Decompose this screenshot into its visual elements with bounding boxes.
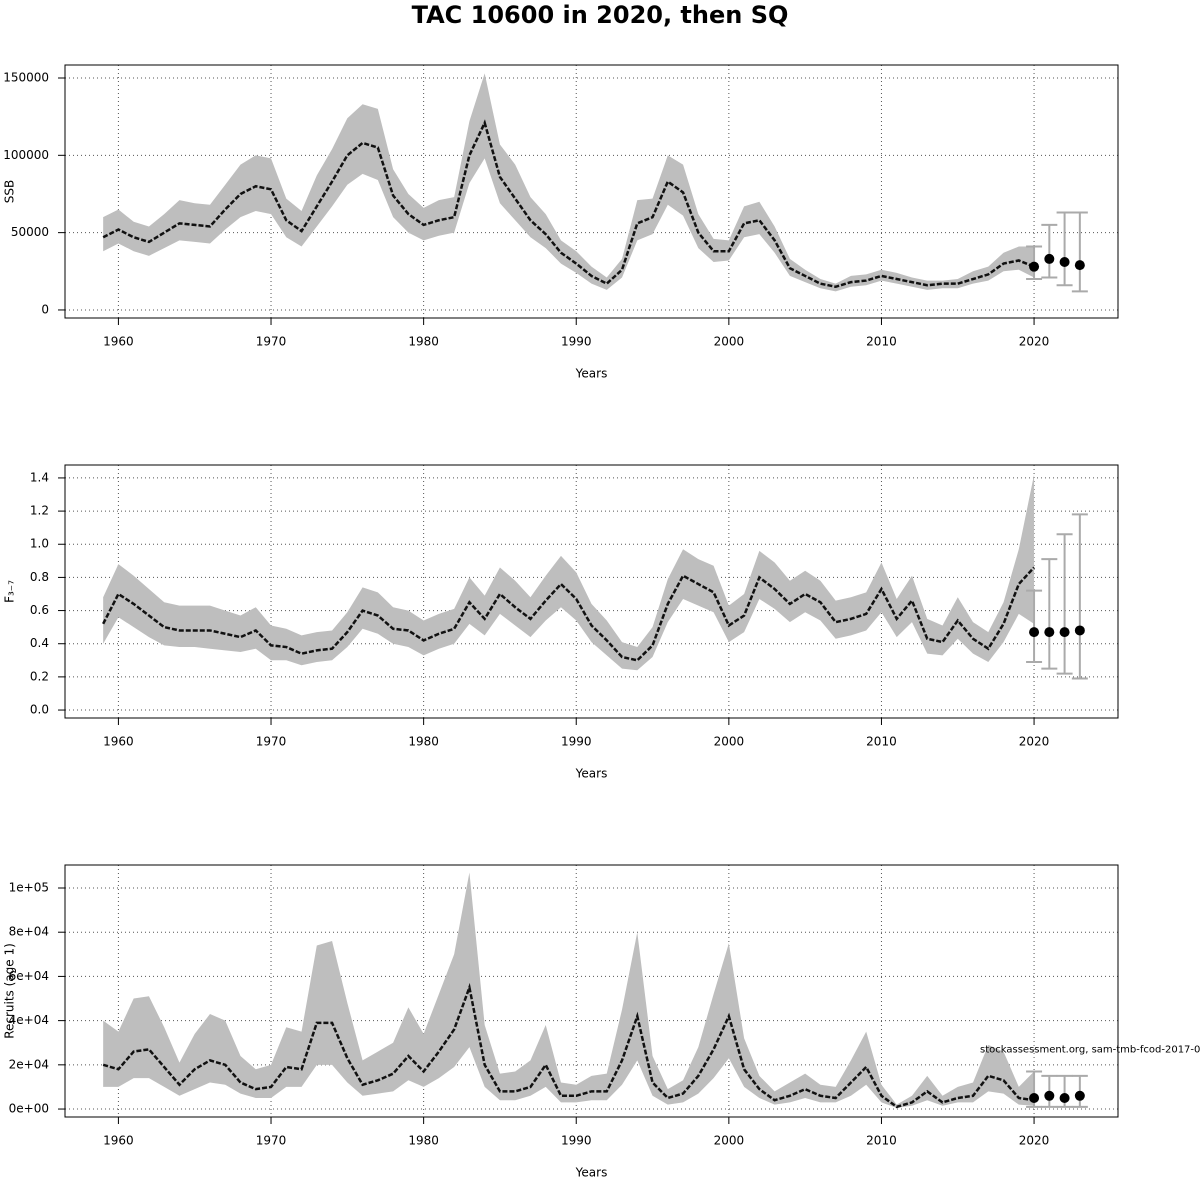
x-axis-label: Years: [575, 1166, 608, 1180]
forecast-point: [1044, 1090, 1055, 1101]
y-tick-label: 8e+04: [9, 925, 49, 939]
x-tick-label: 1980: [408, 1134, 439, 1148]
y-axis-label: F₃₋₇: [3, 580, 17, 603]
y-tick-label: 50000: [11, 225, 49, 239]
x-tick-label: 2000: [714, 735, 745, 749]
y-tick-label: 2e+04: [9, 1057, 49, 1071]
y-tick-label: 0.2: [30, 669, 49, 683]
x-tick-label: 1970: [256, 735, 287, 749]
estimate-line: [102, 566, 1035, 662]
plot-frame: [64, 864, 1119, 1118]
x-tick-label: 2010: [866, 1134, 897, 1148]
y-tick-label: 0.4: [30, 636, 49, 650]
confidence-band: [103, 73, 1035, 292]
x-tick-label: 2020: [1019, 335, 1050, 349]
x-tick-label: 2010: [866, 735, 897, 749]
y-tick-label: 0e+00: [9, 1102, 49, 1116]
y-tick-label: 1e+05: [9, 880, 49, 894]
chart-title: TAC 10600 in 2020, then SQ: [412, 1, 789, 29]
y-tick-label: 0: [41, 302, 49, 316]
y-tick-label: 1.0: [30, 537, 49, 551]
y-tick-label: 6e+04: [9, 969, 49, 983]
y-tick-label: 0.8: [30, 570, 49, 584]
forecast-point: [1029, 1092, 1040, 1103]
x-tick-label: 1990: [561, 335, 592, 349]
x-tick-label: 1980: [408, 335, 439, 349]
x-tick-label: 1980: [408, 735, 439, 749]
x-tick-label: 2020: [1019, 1134, 1050, 1148]
x-tick-label: 1970: [256, 335, 287, 349]
x-tick-label: 2020: [1019, 735, 1050, 749]
x-tick-label: 1990: [561, 735, 592, 749]
x-axis-label: Years: [575, 767, 608, 781]
confidence-band: [103, 474, 1035, 671]
x-tick-label: 1960: [103, 735, 134, 749]
y-tick-label: 4e+04: [9, 1013, 49, 1027]
x-axis-label: Years: [575, 367, 608, 381]
estimate-line: [102, 119, 1035, 289]
y-axis-label: SSB: [3, 180, 17, 203]
x-tick-label: 2000: [714, 335, 745, 349]
forecast-point: [1029, 261, 1040, 272]
x-tick-label: 2000: [714, 1134, 745, 1148]
y-tick-label: 1.2: [30, 504, 49, 518]
y-tick-label: 0.6: [30, 603, 49, 617]
forecast-point: [1059, 627, 1070, 638]
x-tick-label: 1960: [103, 1134, 134, 1148]
annotation: stockassessment.org, sam-tmb-fcod-2017-0: [980, 1044, 1200, 1055]
y-tick-label: 150000: [3, 70, 49, 84]
forecast-point: [1059, 257, 1070, 268]
plot-frame: [64, 464, 1119, 719]
forecast-point: [1074, 1090, 1085, 1101]
forecast-point: [1074, 625, 1085, 636]
y-axis-label: Recruits (age 1): [3, 943, 17, 1039]
x-tick-label: 2010: [866, 335, 897, 349]
y-tick-label: 1.4: [30, 470, 49, 484]
forecast-point: [1029, 627, 1040, 638]
forecast-point: [1074, 260, 1085, 271]
estimate-line: [102, 982, 1035, 1109]
forecast-point: [1044, 627, 1055, 638]
confidence-band: [103, 872, 1035, 1108]
x-tick-label: 1990: [561, 1134, 592, 1148]
y-tick-label: 100000: [3, 148, 49, 162]
forecast-point: [1044, 253, 1055, 264]
x-tick-label: 1960: [103, 335, 134, 349]
forecast-point: [1059, 1092, 1070, 1103]
y-tick-label: 0.0: [30, 703, 49, 717]
plot-frame: [64, 64, 1119, 319]
x-tick-label: 1970: [256, 1134, 287, 1148]
